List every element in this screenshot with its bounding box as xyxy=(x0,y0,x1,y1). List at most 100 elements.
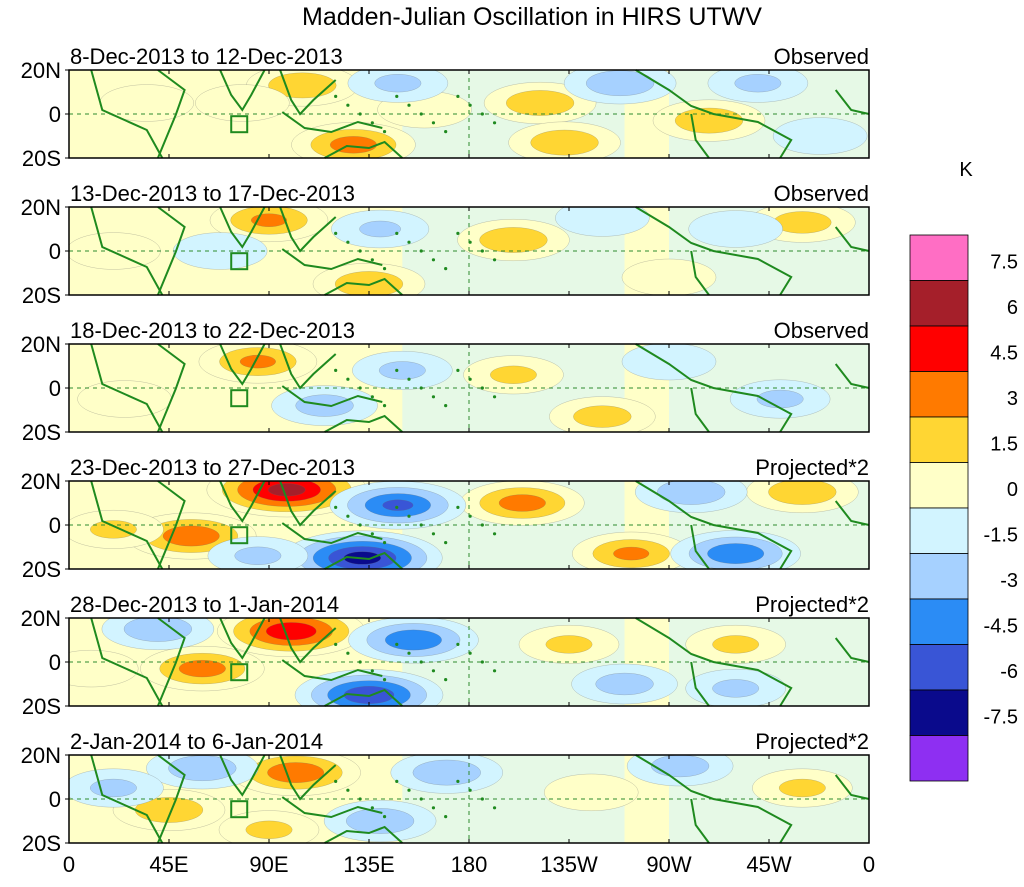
anomaly-blob xyxy=(195,84,290,122)
anomaly-blob xyxy=(77,380,172,418)
y-tick-label: 0 xyxy=(49,787,61,812)
island-dot xyxy=(480,249,484,253)
panel-type-label: Projected*2 xyxy=(755,455,869,480)
island-dot xyxy=(334,779,338,784)
y-tick-label: 20S xyxy=(22,557,61,582)
coastline xyxy=(156,480,186,570)
contour-level xyxy=(506,90,575,116)
island-dot xyxy=(431,532,436,536)
contour-level xyxy=(688,210,783,248)
x-tick-label: 0 xyxy=(63,852,75,877)
island-dot xyxy=(444,267,448,271)
anomaly-blob xyxy=(752,768,853,808)
coastline xyxy=(690,250,710,296)
y-tick-label: 0 xyxy=(49,650,61,675)
island-dot xyxy=(346,514,350,518)
coastline xyxy=(90,343,164,433)
contour-level xyxy=(530,129,599,156)
panel-date-range: 2-Jan-2014 to 6-Jan-2014 xyxy=(70,729,323,754)
coastline xyxy=(156,343,186,433)
x-tick-label: 45E xyxy=(149,852,188,877)
anomaly-blob xyxy=(626,755,734,787)
y-tick-label: 20S xyxy=(22,283,61,308)
coastline xyxy=(90,754,164,844)
anomaly-blob xyxy=(621,258,717,295)
island-dot xyxy=(492,669,497,673)
contour-level xyxy=(162,525,220,547)
coastline xyxy=(635,69,793,159)
contour-level xyxy=(651,755,710,778)
island-dot xyxy=(456,779,460,784)
coastline xyxy=(219,617,266,660)
coastline xyxy=(324,688,403,707)
coastline xyxy=(281,796,383,819)
coastline xyxy=(324,140,403,159)
island-dot xyxy=(382,130,387,134)
region-box xyxy=(230,389,249,408)
island-dot xyxy=(468,240,472,244)
coastline xyxy=(279,617,337,664)
colorbar-swatch xyxy=(909,689,969,736)
coastline xyxy=(90,617,164,707)
island-dot xyxy=(334,368,338,372)
island-dot xyxy=(358,386,362,390)
coastline xyxy=(279,480,337,527)
anomaly-blob xyxy=(685,669,786,706)
y-tick-label: 20S xyxy=(22,146,61,171)
colorbar-swatch xyxy=(909,598,969,645)
colorbar-swatch xyxy=(909,507,969,554)
x-tick-label: 90E xyxy=(249,852,288,877)
colorbar-swatch xyxy=(909,280,969,327)
coastline xyxy=(279,206,337,253)
coastline xyxy=(635,343,793,433)
island-dot xyxy=(370,395,374,399)
anomaly-blob xyxy=(571,663,678,705)
island-dot xyxy=(358,523,362,527)
anomaly-blob xyxy=(463,355,564,395)
coastline xyxy=(635,754,793,844)
contour-level xyxy=(498,494,546,512)
y-tick-label: 20N xyxy=(21,195,61,220)
contour-level xyxy=(69,650,139,688)
island-dot xyxy=(419,112,423,116)
coastline xyxy=(219,343,266,386)
panel: 20N 0 20S 18-Dec-2013 to 22-Dec-2013 Observe… xyxy=(21,318,870,445)
coastline xyxy=(635,206,793,296)
contour-level xyxy=(768,481,837,505)
island-dot xyxy=(395,94,399,98)
island-dot xyxy=(407,240,411,244)
anomaly-blob xyxy=(198,344,318,384)
island-dot xyxy=(456,368,460,372)
y-tick-label: 0 xyxy=(49,102,61,127)
island-dot xyxy=(419,797,423,801)
anomaly-blob xyxy=(635,481,748,513)
anomaly-blob xyxy=(347,70,449,103)
island-dot xyxy=(492,121,497,125)
coastline xyxy=(324,414,403,433)
contour-level xyxy=(346,808,415,834)
anomaly-blob xyxy=(518,625,620,664)
island-dot xyxy=(358,249,362,253)
contour-level xyxy=(657,481,726,505)
island-dot xyxy=(468,103,472,107)
island-dot xyxy=(456,94,460,98)
island-dot xyxy=(407,514,411,518)
panel: 20N 0 20S 23-Dec-2013 to 27-Dec-2013 Project… xyxy=(21,455,870,582)
island-dot xyxy=(395,231,399,235)
panel-date-range: 28-Dec-2013 to 1-Jan-2014 xyxy=(70,592,339,617)
coastline xyxy=(690,798,710,844)
colorbar-swatch xyxy=(909,325,969,372)
anomaly-blob xyxy=(294,669,444,706)
coastline xyxy=(690,661,710,707)
coastline xyxy=(219,754,266,797)
coastline xyxy=(281,385,383,408)
y-tick-label: 20N xyxy=(21,743,61,768)
coastline xyxy=(90,206,164,296)
anomaly-blob xyxy=(352,350,453,390)
coastline xyxy=(90,69,164,159)
anomaly-blob xyxy=(746,481,859,513)
anomaly-blob xyxy=(688,210,783,248)
region-box xyxy=(230,663,249,682)
x-tick-label: 180 xyxy=(451,852,488,877)
